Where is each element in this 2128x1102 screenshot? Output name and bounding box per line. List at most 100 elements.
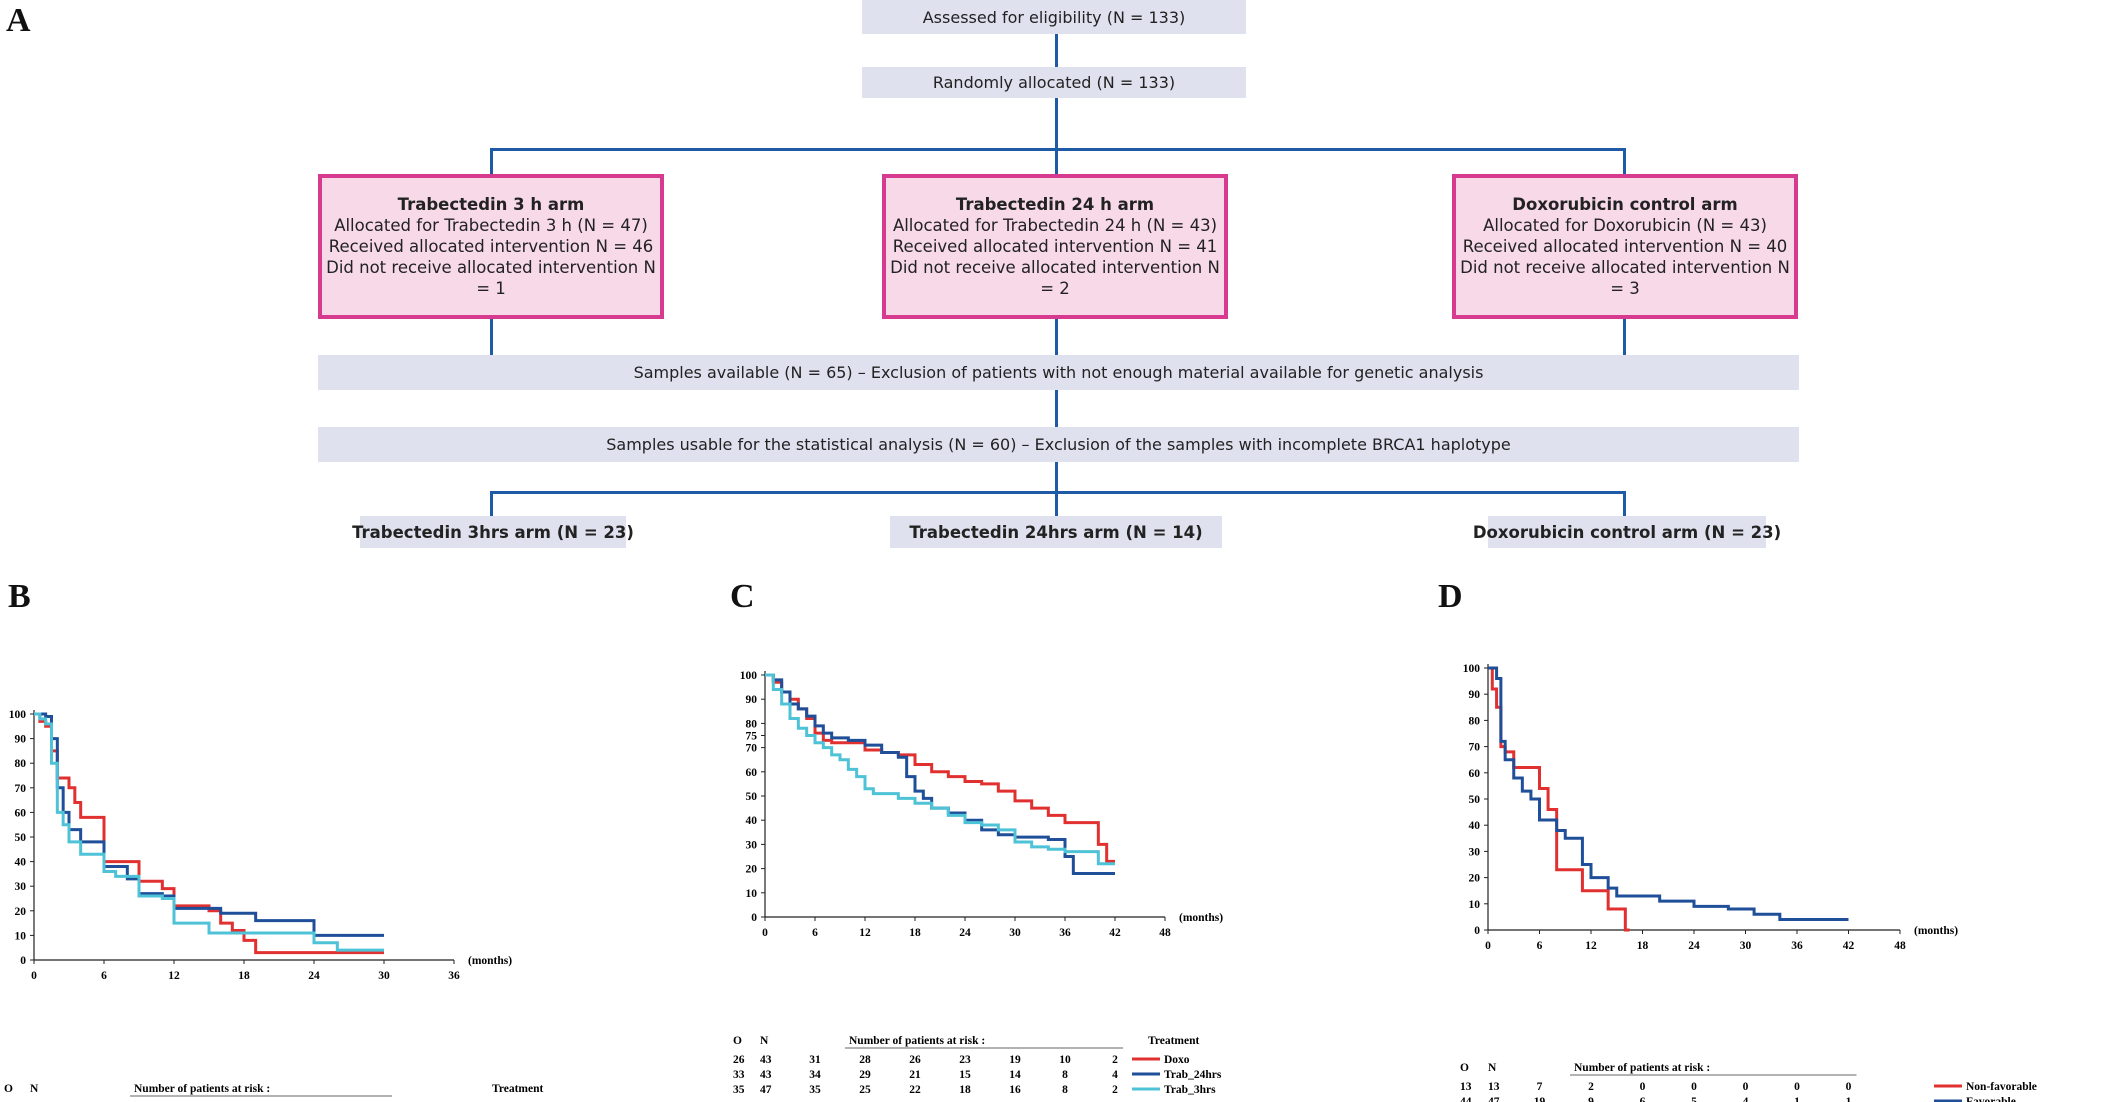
connector	[1055, 390, 1058, 427]
x-unit-label: (months)	[1179, 912, 1223, 924]
arm-line: Did not receive allocated intervention N…	[326, 258, 656, 298]
y-tick-label: 100	[1463, 663, 1481, 675]
risk-header-n: N	[30, 1083, 39, 1095]
y-tick-label: 100	[9, 709, 27, 721]
risk-header-n: N	[760, 1035, 769, 1047]
y-tick-label: 75	[746, 731, 758, 743]
y-tick-label: 20	[1469, 873, 1481, 885]
panel-label-d: D	[1438, 578, 1463, 615]
x-tick-label: 12	[168, 970, 180, 982]
y-tick-label: 70	[746, 743, 758, 755]
y-tick-label: 30	[15, 881, 27, 893]
connector	[490, 491, 493, 516]
risk-count: 19	[1534, 1096, 1546, 1102]
risk-n-value: 47	[1488, 1096, 1500, 1102]
risk-count: 7	[1537, 1081, 1543, 1093]
y-tick-label: 90	[746, 694, 758, 706]
y-tick-label: 80	[1469, 715, 1481, 727]
risk-header-o: O	[1460, 1062, 1469, 1074]
legend-label: Trab_3hrs	[1164, 1084, 1216, 1096]
arm-title: Doxorubicin control arm	[1512, 195, 1738, 214]
x-tick-label: 24	[1688, 940, 1700, 952]
x-tick-label: 0	[31, 970, 37, 982]
risk-count: 22	[909, 1084, 921, 1096]
risk-count: 21	[909, 1069, 921, 1081]
risk-count: 10	[1059, 1054, 1071, 1066]
x-tick-label: 30	[1009, 927, 1021, 939]
y-tick-label: 80	[746, 718, 758, 730]
connector	[1623, 491, 1626, 516]
x-tick-label: 0	[1485, 940, 1491, 952]
risk-count: 23	[959, 1054, 971, 1066]
arm-line: Did not receive allocated intervention N…	[1460, 258, 1790, 298]
connector	[1055, 98, 1058, 150]
risk-n-value: 13	[1488, 1081, 1500, 1093]
y-tick-label: 50	[1469, 794, 1481, 806]
y-tick-label: 70	[1469, 742, 1481, 754]
final-box-trab-24h: Trabectedin 24hrs arm (N = 14)	[890, 516, 1222, 548]
risk-o-value: 26	[733, 1054, 745, 1066]
legend-label: Doxo	[1164, 1054, 1190, 1066]
risk-count: 18	[959, 1084, 971, 1096]
risk-count: 35	[809, 1084, 821, 1096]
km-curve-trab-24hrs	[765, 673, 1115, 875]
samples-available-box: Samples available (N = 65) – Exclusion o…	[318, 355, 1799, 390]
km-curve-trab-3hrs	[765, 673, 1115, 866]
arm-line: Allocated for Trabectedin 3 h (N = 47)	[334, 216, 648, 235]
risk-count: 4	[1112, 1069, 1118, 1081]
km-chart-b: 0 10 20 30 40 50 60 70 80 90 100 0 6 12 18 24 30 36 (month…	[4, 709, 543, 1097]
km-curve-favorable	[1488, 666, 1849, 922]
x-tick-label: 18	[1637, 940, 1649, 952]
y-tick-label: 70	[15, 783, 27, 795]
risk-count: 26	[909, 1054, 921, 1066]
x-tick-label: 42	[1843, 940, 1855, 952]
risk-o-value: 33	[733, 1069, 745, 1081]
x-tick-label: 36	[1791, 940, 1803, 952]
risk-count: 4	[1743, 1096, 1749, 1102]
y-tick-label: 60	[1469, 768, 1481, 780]
x-tick-label: 24	[308, 970, 320, 982]
y-tick-label: 30	[746, 839, 758, 851]
risk-count: 28	[859, 1054, 871, 1066]
assessed-box: Assessed for eligibility (N = 133)	[862, 0, 1246, 34]
arm-box-trab-3h: Trabectedin 3 h arm Allocated for Trabec…	[318, 174, 664, 319]
risk-o-value: 35	[733, 1084, 745, 1096]
risk-count: 19	[1009, 1054, 1021, 1066]
risk-count: 0	[1691, 1081, 1697, 1093]
risk-count: 5	[1691, 1096, 1697, 1102]
risk-n-value: 43	[760, 1069, 772, 1081]
y-tick-label: 0	[751, 912, 757, 924]
y-tick-label: 80	[15, 758, 27, 770]
km-curve-doxo	[765, 673, 1115, 863]
risk-count: 1	[1794, 1096, 1800, 1102]
km-curve-non-favorable	[1488, 666, 1630, 932]
connector	[1055, 319, 1058, 355]
risk-title: Number of patients at risk :	[849, 1035, 985, 1047]
risk-title: Number of patients at risk :	[1574, 1062, 1710, 1074]
y-tick-label: 20	[746, 864, 758, 876]
risk-count: 14	[1009, 1069, 1021, 1081]
arm-line: Received allocated intervention N = 41	[892, 237, 1218, 256]
y-tick-label: 50	[15, 832, 27, 844]
y-tick-label: 0	[20, 955, 26, 967]
panel-label-b: B	[8, 578, 31, 615]
x-tick-label: 18	[909, 927, 921, 939]
y-tick-label: 100	[740, 670, 758, 682]
legend-label: Favorable	[1966, 1096, 2016, 1102]
samples-usable-box: Samples usable for the statistical analy…	[318, 427, 1799, 462]
connector	[1055, 491, 1058, 516]
legend-title: Treatment	[492, 1083, 543, 1095]
y-tick-label: 90	[1469, 689, 1481, 701]
legend-label: Trab_24hrs	[1164, 1069, 1222, 1081]
risk-count: 29	[859, 1069, 871, 1081]
x-tick-label: 36	[1059, 927, 1071, 939]
connector	[490, 148, 493, 176]
risk-count: 0	[1640, 1081, 1646, 1093]
risk-count: 6	[1640, 1096, 1646, 1102]
y-tick-label: 20	[15, 906, 27, 918]
risk-count: 1	[1846, 1096, 1852, 1102]
x-tick-label: 48	[1894, 940, 1906, 952]
km-curve-trab-24hrs	[34, 712, 384, 937]
x-tick-label: 42	[1109, 927, 1121, 939]
